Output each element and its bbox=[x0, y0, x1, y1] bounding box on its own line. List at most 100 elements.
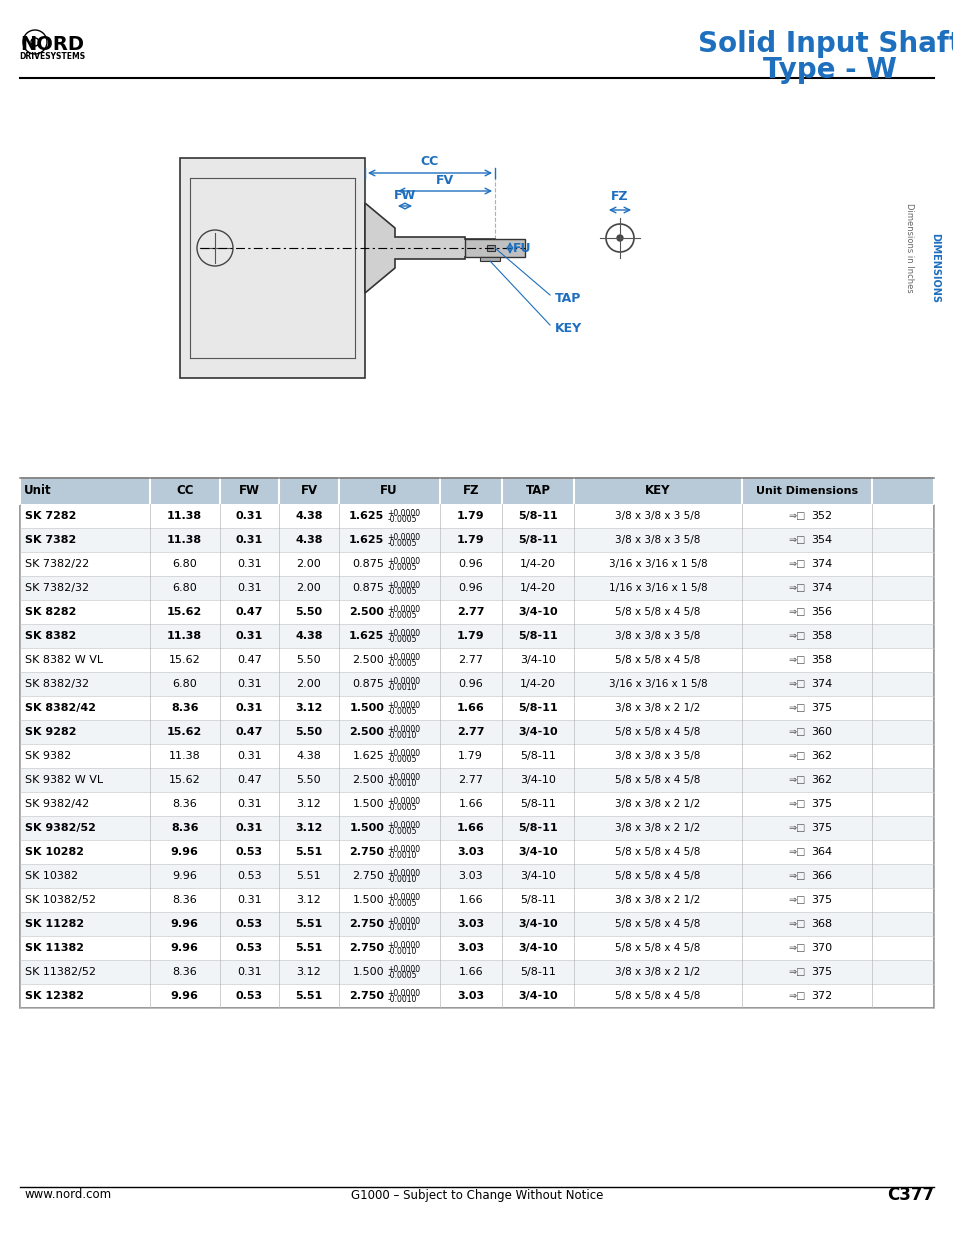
Text: 0.96: 0.96 bbox=[457, 583, 482, 593]
Text: 0.31: 0.31 bbox=[235, 511, 263, 521]
Text: SK 8382/42: SK 8382/42 bbox=[25, 703, 96, 713]
Text: 8.36: 8.36 bbox=[172, 799, 197, 809]
Text: 2.750: 2.750 bbox=[352, 871, 384, 881]
Text: SK 10282: SK 10282 bbox=[25, 847, 84, 857]
Text: 0.31: 0.31 bbox=[235, 823, 263, 832]
Text: 5/8-11: 5/8-11 bbox=[517, 511, 558, 521]
Text: +0.0000: +0.0000 bbox=[387, 509, 420, 517]
Text: 5/8 x 5/8 x 4 5/8: 5/8 x 5/8 x 4 5/8 bbox=[615, 727, 700, 737]
Text: 5/8 x 5/8 x 4 5/8: 5/8 x 5/8 x 4 5/8 bbox=[615, 871, 700, 881]
Text: -0.0010: -0.0010 bbox=[387, 730, 416, 740]
Text: 5/8-11: 5/8-11 bbox=[517, 823, 558, 832]
Text: ⇒□: ⇒□ bbox=[787, 776, 804, 785]
Text: SK 7382/32: SK 7382/32 bbox=[25, 583, 89, 593]
FancyBboxPatch shape bbox=[20, 672, 933, 697]
Text: ⇒□: ⇒□ bbox=[787, 751, 804, 761]
Text: 0.31: 0.31 bbox=[237, 559, 261, 569]
Text: 1.625: 1.625 bbox=[349, 535, 384, 545]
Text: 5.51: 5.51 bbox=[295, 944, 322, 953]
Text: 5/8-11: 5/8-11 bbox=[519, 751, 556, 761]
Text: 4.38: 4.38 bbox=[294, 511, 322, 521]
Text: 11.38: 11.38 bbox=[167, 631, 202, 641]
Text: -0.0005: -0.0005 bbox=[387, 755, 416, 763]
FancyBboxPatch shape bbox=[20, 529, 933, 552]
Text: 3.12: 3.12 bbox=[296, 967, 321, 977]
Text: CC: CC bbox=[175, 484, 193, 498]
Text: +0.0000: +0.0000 bbox=[387, 916, 420, 925]
Text: 11.38: 11.38 bbox=[167, 511, 202, 521]
Text: -0.0010: -0.0010 bbox=[387, 851, 416, 860]
Text: 6.80: 6.80 bbox=[172, 583, 197, 593]
Text: FW: FW bbox=[238, 484, 259, 498]
Text: 372: 372 bbox=[810, 990, 832, 1002]
Text: 3/4-10: 3/4-10 bbox=[519, 655, 556, 664]
Text: 3/8 x 3/8 x 2 1/2: 3/8 x 3/8 x 2 1/2 bbox=[615, 967, 700, 977]
Text: +0.0000: +0.0000 bbox=[387, 725, 420, 734]
Text: -0.0005: -0.0005 bbox=[387, 635, 416, 643]
Text: 2.500: 2.500 bbox=[349, 727, 384, 737]
Text: SK 8382 W VL: SK 8382 W VL bbox=[25, 655, 103, 664]
Text: +0.0000: +0.0000 bbox=[387, 965, 420, 973]
Text: FV: FV bbox=[436, 174, 454, 186]
Text: KEY: KEY bbox=[555, 321, 581, 335]
Text: 370: 370 bbox=[810, 944, 831, 953]
Text: -0.0005: -0.0005 bbox=[387, 706, 416, 715]
Text: ⇒□: ⇒□ bbox=[787, 967, 804, 977]
Text: 375: 375 bbox=[810, 703, 831, 713]
Text: +0.0000: +0.0000 bbox=[387, 797, 420, 805]
Text: +0.0000: +0.0000 bbox=[387, 677, 420, 685]
Text: -0.0005: -0.0005 bbox=[387, 515, 416, 524]
Text: 368: 368 bbox=[810, 919, 831, 929]
Text: 3/4-10: 3/4-10 bbox=[517, 919, 558, 929]
Text: 5/8 x 5/8 x 4 5/8: 5/8 x 5/8 x 4 5/8 bbox=[615, 990, 700, 1002]
Text: 0.875: 0.875 bbox=[352, 559, 384, 569]
Text: 356: 356 bbox=[810, 606, 831, 618]
Text: KEY: KEY bbox=[644, 484, 670, 498]
Text: -0.0005: -0.0005 bbox=[387, 538, 416, 547]
Text: 8.36: 8.36 bbox=[172, 895, 197, 905]
Text: 5/8-11: 5/8-11 bbox=[517, 631, 558, 641]
FancyBboxPatch shape bbox=[20, 864, 933, 888]
Text: 0.96: 0.96 bbox=[457, 559, 482, 569]
Text: ⇒□: ⇒□ bbox=[787, 727, 804, 737]
Text: SK 8382/32: SK 8382/32 bbox=[25, 679, 89, 689]
Text: DIMENSIONS: DIMENSIONS bbox=[929, 233, 939, 303]
Text: 15.62: 15.62 bbox=[167, 727, 202, 737]
Text: 5/8-11: 5/8-11 bbox=[519, 967, 556, 977]
Text: 3.03: 3.03 bbox=[456, 919, 484, 929]
FancyBboxPatch shape bbox=[20, 960, 933, 984]
Text: +0.0000: +0.0000 bbox=[387, 845, 420, 853]
Text: FZ: FZ bbox=[462, 484, 478, 498]
Text: ⇒□: ⇒□ bbox=[787, 990, 804, 1002]
Text: 5.50: 5.50 bbox=[296, 776, 321, 785]
FancyBboxPatch shape bbox=[20, 911, 933, 936]
Text: 375: 375 bbox=[810, 799, 831, 809]
Text: 6.80: 6.80 bbox=[172, 559, 197, 569]
Text: 2.00: 2.00 bbox=[296, 559, 321, 569]
Text: +0.0000: +0.0000 bbox=[387, 820, 420, 830]
Text: 4.38: 4.38 bbox=[294, 535, 322, 545]
Text: +0.0000: +0.0000 bbox=[387, 629, 420, 637]
Text: -0.0005: -0.0005 bbox=[387, 803, 416, 811]
Text: SK 9382 W VL: SK 9382 W VL bbox=[25, 776, 103, 785]
Text: 1/4-20: 1/4-20 bbox=[519, 583, 556, 593]
Text: ⇒□: ⇒□ bbox=[787, 511, 804, 521]
Text: 5.50: 5.50 bbox=[295, 606, 322, 618]
FancyBboxPatch shape bbox=[20, 816, 933, 840]
Text: 11.38: 11.38 bbox=[169, 751, 200, 761]
Text: SK 12382: SK 12382 bbox=[25, 990, 84, 1002]
Text: 3/4-10: 3/4-10 bbox=[517, 727, 558, 737]
Text: 2.00: 2.00 bbox=[296, 679, 321, 689]
Text: 0.53: 0.53 bbox=[235, 944, 263, 953]
Text: 5/8-11: 5/8-11 bbox=[519, 895, 556, 905]
Text: -0.0010: -0.0010 bbox=[387, 874, 416, 883]
Text: -0.0010: -0.0010 bbox=[387, 683, 416, 692]
Text: 2.500: 2.500 bbox=[352, 776, 384, 785]
Text: 15.62: 15.62 bbox=[167, 606, 202, 618]
Text: 5/8 x 5/8 x 4 5/8: 5/8 x 5/8 x 4 5/8 bbox=[615, 655, 700, 664]
Text: 0.96: 0.96 bbox=[457, 679, 482, 689]
Text: 1.500: 1.500 bbox=[353, 895, 384, 905]
Text: 1.500: 1.500 bbox=[353, 967, 384, 977]
Text: 3/8 x 3/8 x 2 1/2: 3/8 x 3/8 x 2 1/2 bbox=[615, 823, 700, 832]
Text: -0.0005: -0.0005 bbox=[387, 826, 416, 836]
